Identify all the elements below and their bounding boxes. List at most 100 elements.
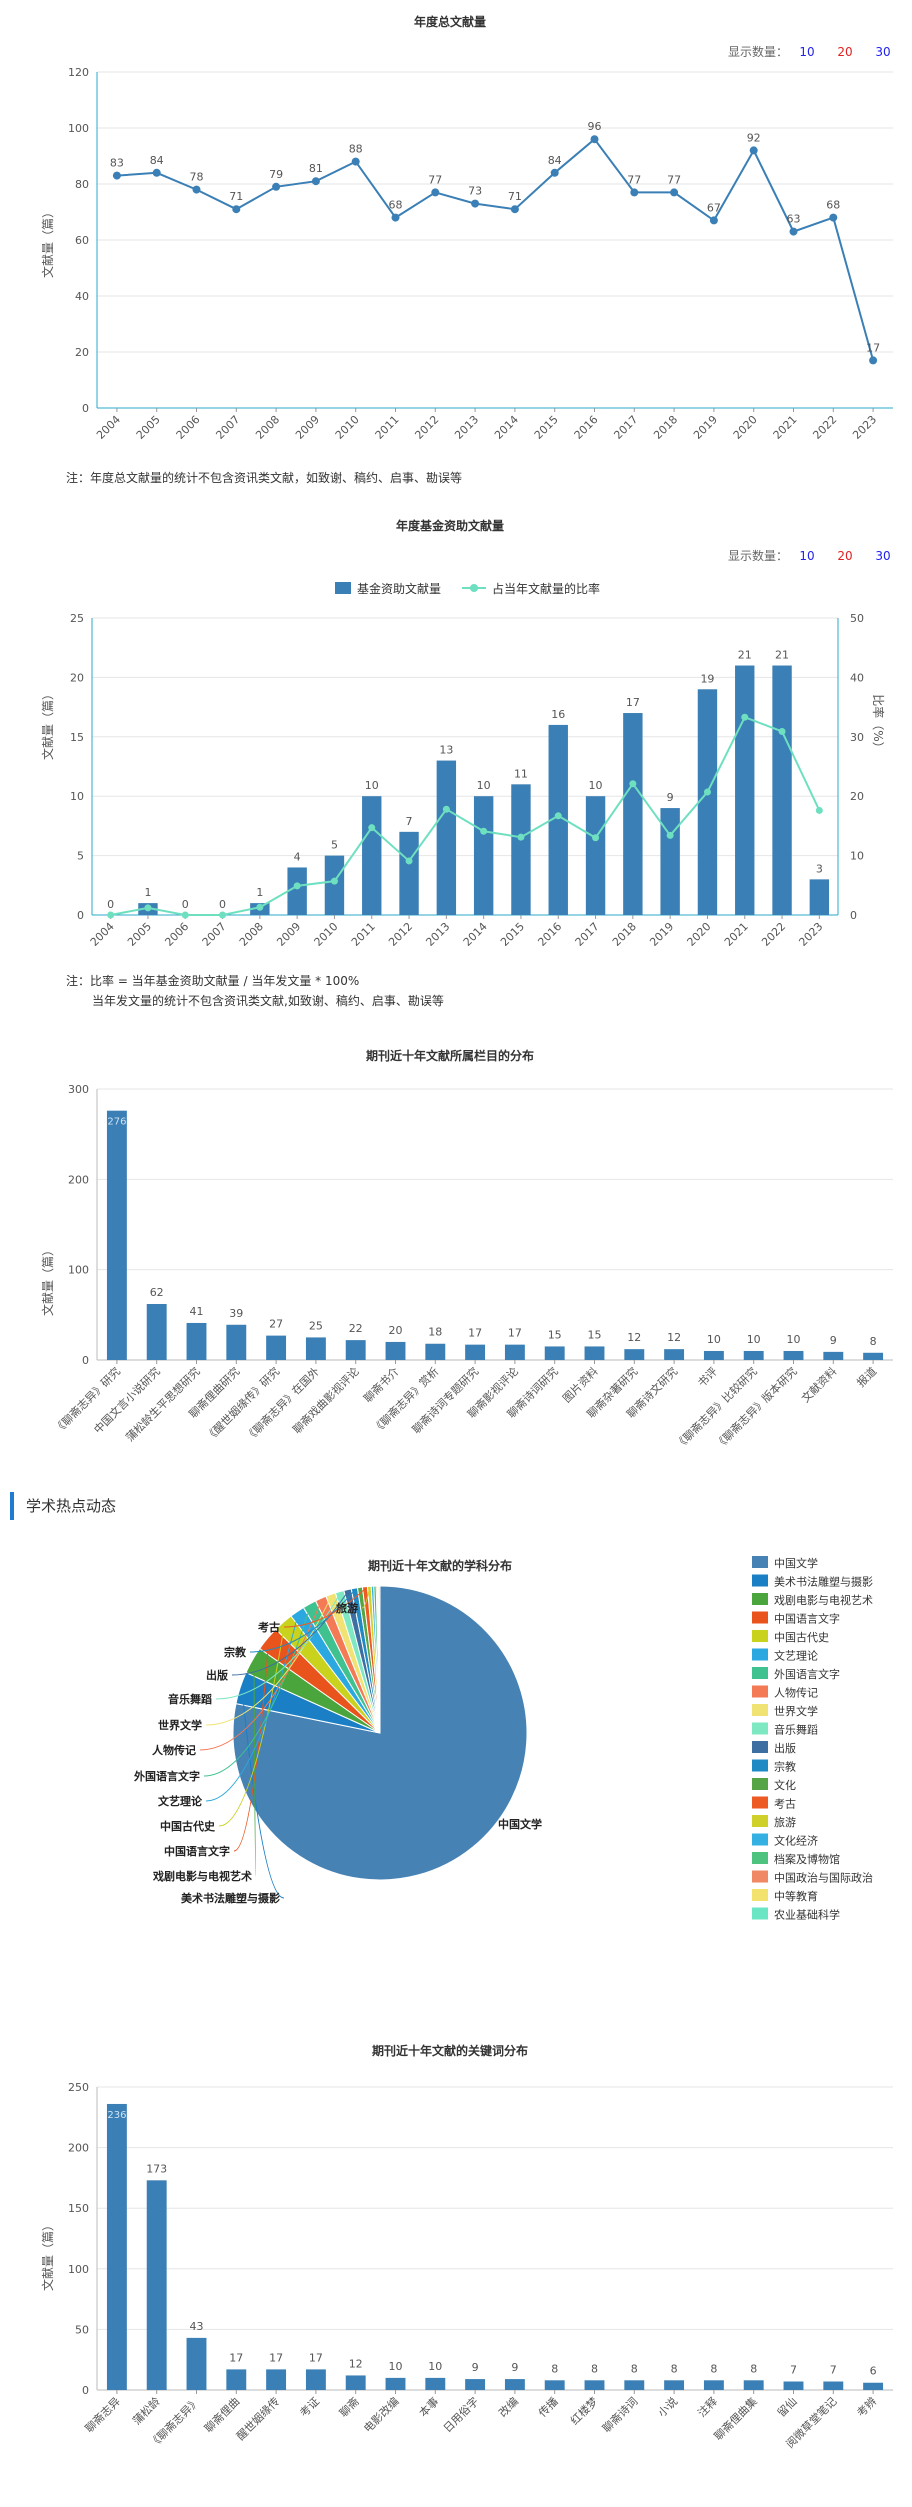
legend-bar-label[interactable]: 基金资助文献量: [357, 581, 441, 596]
legend-swatch[interactable]: [752, 1648, 768, 1661]
bar[interactable]: [345, 1340, 366, 1360]
ratio-point[interactable]: [666, 831, 674, 839]
ratio-point[interactable]: [368, 824, 376, 832]
legend-swatch[interactable]: [752, 1833, 768, 1846]
legend-swatch[interactable]: [752, 1889, 768, 1901]
data-point[interactable]: [630, 188, 639, 197]
legend-label[interactable]: 出版: [774, 1741, 796, 1755]
bar[interactable]: [783, 1350, 804, 1360]
data-point[interactable]: [789, 227, 798, 236]
legend-label[interactable]: 文化经济: [774, 1834, 818, 1848]
bar[interactable]: [399, 831, 419, 915]
bar[interactable]: [436, 760, 457, 915]
bar[interactable]: [772, 665, 792, 915]
legend-swatch[interactable]: [752, 1685, 768, 1698]
display-count-20[interactable]: 20: [837, 45, 852, 59]
ratio-point[interactable]: [815, 806, 823, 814]
bar[interactable]: [106, 2103, 127, 2390]
bar[interactable]: [473, 796, 494, 915]
bar[interactable]: [544, 1346, 565, 1360]
data-point[interactable]: [749, 146, 758, 155]
bar[interactable]: [226, 1324, 247, 1360]
legend-label[interactable]: 旅游: [774, 1815, 796, 1829]
bar[interactable]: [697, 689, 718, 915]
legend-label[interactable]: 档案及博物馆: [774, 1852, 840, 1866]
data-point[interactable]: [232, 205, 241, 214]
bar[interactable]: [504, 1344, 525, 1360]
ratio-point[interactable]: [405, 857, 413, 865]
bar[interactable]: [703, 2380, 724, 2390]
legend-label[interactable]: 音乐舞蹈: [774, 1723, 818, 1737]
legend-line-label[interactable]: 占当年文献量的比率: [492, 581, 600, 596]
ratio-point[interactable]: [181, 911, 189, 919]
bar[interactable]: [624, 2380, 645, 2390]
bar[interactable]: [584, 1346, 605, 1360]
legend-label[interactable]: 宗教: [774, 1760, 796, 1774]
legend-label[interactable]: 世界文学: [774, 1704, 818, 1718]
bar[interactable]: [186, 2337, 207, 2390]
display-count-10[interactable]: 10: [799, 45, 814, 59]
legend-swatch[interactable]: [752, 1778, 768, 1790]
bar[interactable]: [703, 1350, 724, 1360]
data-point[interactable]: [152, 168, 161, 177]
data-point[interactable]: [311, 177, 320, 186]
bar[interactable]: [584, 2380, 605, 2390]
bar[interactable]: [385, 2377, 406, 2390]
legend-swatch[interactable]: [752, 1796, 768, 1809]
legend-swatch[interactable]: [752, 1759, 768, 1772]
display-count-10[interactable]: 10: [799, 549, 814, 563]
bar[interactable]: [106, 1110, 127, 1360]
legend-label[interactable]: 考古: [774, 1798, 796, 1811]
data-point[interactable]: [550, 168, 559, 177]
legend-label[interactable]: 中国古代史: [774, 1631, 829, 1644]
data-point[interactable]: [670, 188, 679, 197]
ratio-point[interactable]: [330, 877, 338, 885]
bar[interactable]: [305, 1337, 326, 1360]
legend-label[interactable]: 中国政治与国际政治: [774, 1871, 873, 1885]
bar[interactable]: [385, 1341, 406, 1360]
bar[interactable]: [287, 867, 307, 915]
legend-label[interactable]: 文艺理论: [774, 1649, 818, 1663]
data-point[interactable]: [431, 188, 440, 197]
bar[interactable]: [623, 713, 643, 915]
data-point[interactable]: [192, 185, 201, 194]
ratio-point[interactable]: [107, 911, 115, 919]
legend-swatch[interactable]: [752, 1907, 768, 1920]
display-count-30[interactable]: 30: [875, 45, 890, 59]
bar[interactable]: [664, 2380, 685, 2390]
data-point[interactable]: [829, 213, 838, 222]
legend-swatch[interactable]: [752, 1593, 768, 1605]
bar[interactable]: [664, 1349, 685, 1360]
bar[interactable]: [345, 2375, 366, 2390]
legend-swatch[interactable]: [752, 1574, 768, 1587]
ratio-point[interactable]: [629, 780, 637, 788]
bar[interactable]: [266, 1335, 287, 1360]
bar[interactable]: [146, 1303, 167, 1360]
bar[interactable]: [823, 2381, 844, 2390]
data-point[interactable]: [272, 182, 281, 191]
legend-swatch[interactable]: [752, 1704, 768, 1716]
ratio-point[interactable]: [554, 812, 562, 820]
bar[interactable]: [863, 1352, 884, 1360]
legend-label[interactable]: 农业基础科学: [774, 1908, 840, 1922]
bar[interactable]: [544, 2380, 565, 2390]
ratio-point[interactable]: [293, 882, 301, 890]
legend-label[interactable]: 人物传记: [774, 1686, 818, 1700]
legend-label[interactable]: 外国语言文字: [774, 1667, 840, 1681]
bar[interactable]: [823, 1351, 844, 1360]
bar[interactable]: [743, 2380, 764, 2390]
legend-swatch[interactable]: [752, 1667, 768, 1679]
data-point[interactable]: [351, 157, 360, 166]
legend-swatch[interactable]: [752, 1556, 768, 1568]
bar[interactable]: [465, 2379, 486, 2390]
legend-swatch[interactable]: [752, 1722, 768, 1735]
bar[interactable]: [511, 784, 531, 915]
legend-swatch[interactable]: [752, 1611, 768, 1624]
bar[interactable]: [660, 808, 680, 915]
bar[interactable]: [266, 2369, 287, 2390]
pie-slice[interactable]: [378, 1585, 381, 1734]
bar[interactable]: [863, 2382, 884, 2390]
ratio-point[interactable]: [256, 903, 264, 911]
legend-label[interactable]: 文化: [774, 1778, 796, 1792]
ratio-point[interactable]: [778, 727, 786, 735]
